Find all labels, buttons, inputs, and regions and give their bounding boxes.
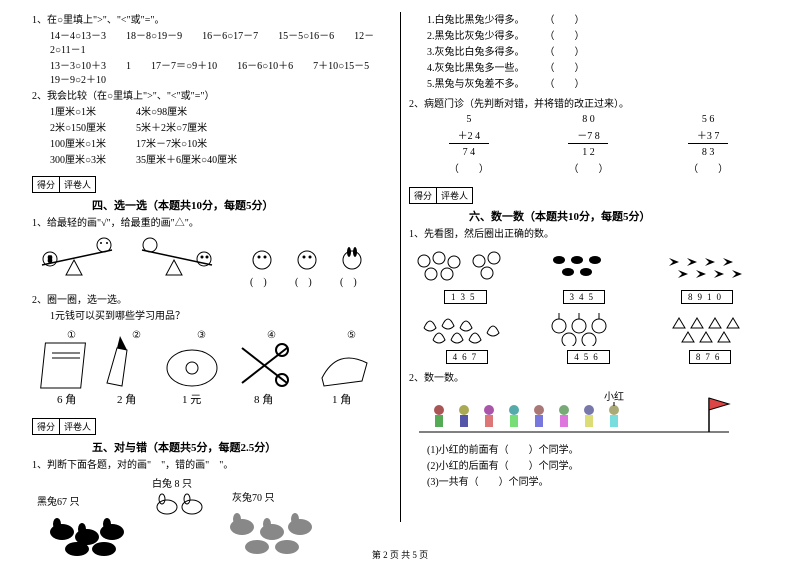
judge-2: 2.黑兔比灰兔少得多。 （ ）: [409, 30, 768, 44]
q4-1-stem: 1、给最轻的画"√"，给最重的画"△"。: [32, 217, 392, 231]
page-columns: 1、在○里填上">"、"<"或"="。 14－4○13－3 18－8○19－9 …: [24, 12, 776, 522]
svg-text:6 角: 6 角: [57, 393, 76, 406]
calc-b3: ＋3 7: [697, 131, 720, 142]
q2-stem: 2、我会比较（在○里填上">"、"<"或"="）: [32, 90, 392, 104]
q1-row1: 14－4○13－3 18－8○19－9 16－6○17－7 15－5○16－6 …: [32, 30, 392, 58]
r-q2-stem: 2、病题门诊（先判断对错，并将错的改正过来）。: [409, 98, 768, 112]
opt-row-1: 135 345 8910: [409, 290, 768, 304]
section6-title: 六、数一数（本题共10分，每题5分）: [469, 208, 768, 224]
judge-1: 1.白兔比黑兔少得多。 （ ）: [409, 14, 768, 28]
svg-text:⑤: ⑤: [347, 330, 356, 341]
q6-2-sub2: (2)小红的后面有（ ）个同学。: [409, 460, 768, 474]
q6-1-stem: 1、先看图，然后圈出正确的数。: [409, 228, 768, 242]
paren-1: （ ）: [415, 160, 523, 175]
queue-image: 小红: [409, 390, 768, 440]
grader-label: 评卷人: [60, 177, 95, 192]
judge-5: 5.黑兔与灰兔差不多。 （ ）: [409, 78, 768, 92]
q5-1-stem: 1、判断下面各题，对的画" "，错的画" "。: [32, 459, 392, 473]
paren-2: （ ）: [535, 160, 643, 175]
q6-2-sub3: (3)一共有（ ）个同学。: [409, 476, 768, 490]
score-label: 得分: [410, 188, 437, 203]
score-box-1: 得分 评卷人: [32, 176, 96, 193]
q6-2-stem: 2、数一数。: [409, 372, 768, 386]
calc-a2: 8 0: [582, 114, 595, 125]
svg-text:小红: 小红: [604, 390, 624, 403]
calc-r2: 1 2: [582, 147, 595, 158]
svg-text:2 角: 2 角: [117, 393, 136, 406]
seesaw-image: ( ) ( ) ( ): [32, 235, 392, 290]
opt-4: 467: [446, 350, 489, 364]
calc-r1: 7 4: [463, 147, 476, 158]
svg-text:④: ④: [267, 330, 276, 341]
score-label: 得分: [33, 419, 60, 434]
calc-a1: 5: [466, 114, 471, 125]
stationery-image: ① 6 角 ② 2 角 ③ 1 元 ④: [32, 328, 392, 408]
svg-text:( ): ( ): [295, 277, 312, 288]
q6-2-sub1: (1)小红的前面有（ ）个同学。: [409, 444, 768, 458]
q1-stem: 1、在○里填上">"、"<"或"="。: [32, 14, 392, 28]
opt-row-2: 467 456 876: [409, 350, 768, 364]
paren-3: （ ）: [654, 160, 762, 175]
judge-3: 3.灰兔比白兔多得多。 （ ）: [409, 46, 768, 60]
grader-label: 评卷人: [437, 188, 472, 203]
opt-3: 8910: [681, 290, 733, 304]
left-column: 1、在○里填上">"、"<"或"="。 14－4○13－3 18－8○19－9 …: [24, 12, 400, 522]
q2-row3: 100厘米○1米 17米－7米○10米: [32, 138, 392, 152]
section5-title: 五、对与错（本题共5分，每题2.5分）: [92, 439, 392, 455]
grader-label: 评卷人: [60, 419, 95, 434]
calc-r3: 8 3: [702, 147, 715, 158]
q2-row2: 2米○150厘米 5米＋2米○7厘米: [32, 122, 392, 136]
svg-text:1 元: 1 元: [182, 394, 201, 406]
svg-text:8 角: 8 角: [254, 393, 273, 406]
calc-row-res: 7 4 1 2 8 3: [409, 147, 768, 158]
count-image-row1: [409, 246, 768, 286]
svg-text:②: ②: [132, 330, 141, 341]
rabbits-image: 黑兔67 只 白兔 8 只 灰兔70 只: [32, 477, 392, 557]
calc-row-top: 5 8 0 5 6: [409, 114, 768, 125]
opt-1: 135: [444, 290, 487, 304]
opt-2: 345: [563, 290, 606, 304]
score-box-2: 得分 评卷人: [32, 418, 96, 435]
q2-row4: 300厘米○3米 35厘米＋6厘米○40厘米: [32, 154, 392, 168]
q1-row2: 13－3○10＋3 1 17－7＝○9＋10 16－6○10＋6 7＋10○15…: [32, 60, 392, 88]
calc-b1: ＋2 4: [458, 131, 481, 142]
calc-row-op: ＋2 4 －7 8 ＋3 7: [409, 127, 768, 145]
opt-5: 456: [567, 350, 610, 364]
page-footer: 第 2 页 共 5 页: [0, 548, 800, 561]
svg-text:1 角: 1 角: [332, 393, 351, 406]
circ-1: ①: [67, 330, 76, 341]
svg-text:( ): ( ): [340, 277, 357, 288]
judge-4: 4.灰兔比黑兔多一些。 （ ）: [409, 62, 768, 76]
svg-text:③: ③: [197, 330, 206, 341]
opt-6: 876: [689, 350, 732, 364]
svg-text:白兔 8 只: 白兔 8 只: [152, 477, 192, 490]
svg-text:( ): ( ): [250, 277, 267, 288]
calc-a3: 5 6: [702, 114, 715, 125]
section4-title: 四、选一选（本题共10分，每题5分）: [92, 197, 392, 213]
svg-text:黑兔67 只: 黑兔67 只: [37, 495, 80, 508]
count-image-row2: [409, 308, 768, 346]
score-label: 得分: [33, 177, 60, 192]
svg-text:灰兔70 只: 灰兔70 只: [232, 491, 275, 504]
score-box-3: 得分 评卷人: [409, 187, 473, 204]
calc-b2: －7 8: [577, 131, 600, 142]
right-column: 1.白兔比黑兔少得多。 （ ） 2.黑兔比灰兔少得多。 （ ） 3.灰兔比白兔多…: [401, 12, 776, 522]
q4-2-sub: 1元钱可以买到哪些学习用品？: [32, 310, 392, 324]
q4-2-stem: 2、圈一圈，选一选。: [32, 294, 392, 308]
calc-row-paren: （ ） （ ） （ ）: [409, 160, 768, 175]
q2-row1: 1厘米○1米 4米○98厘米: [32, 106, 392, 120]
